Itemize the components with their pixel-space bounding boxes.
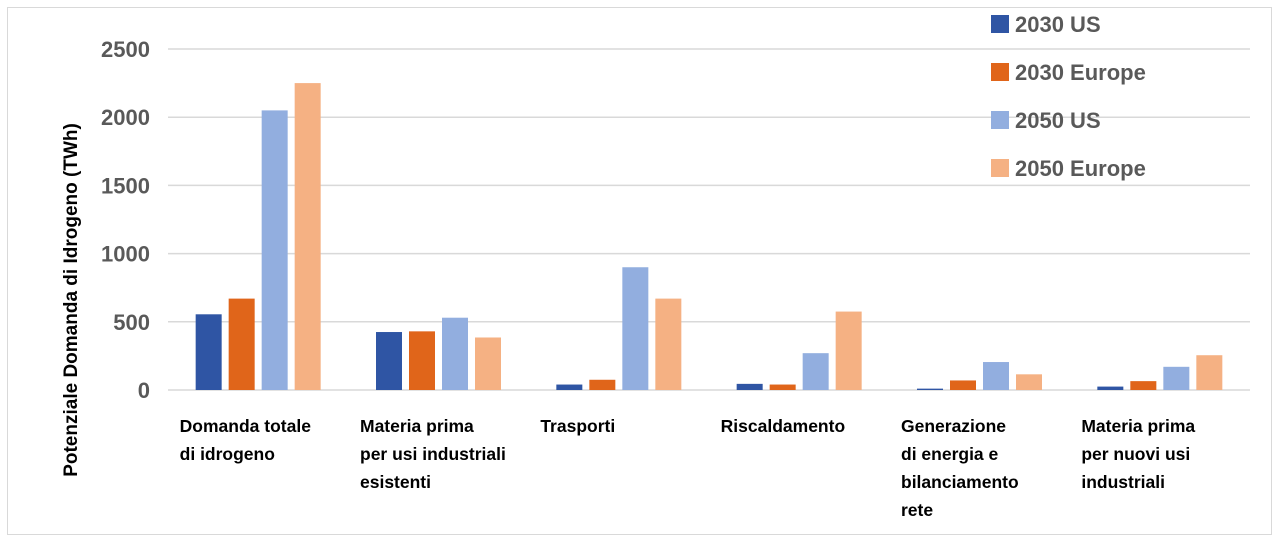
legend: 2030 US 2030 Europe 2050 US 2050 Europe <box>991 12 1146 181</box>
legend-swatch <box>991 111 1009 129</box>
x-category-label: Materia prima <box>360 416 474 436</box>
bar <box>655 298 682 390</box>
x-category-label: rete <box>901 500 933 520</box>
bar <box>835 311 862 390</box>
x-category-label: di energia e <box>901 444 999 464</box>
x-category-label: Domanda totale <box>180 416 312 436</box>
y-tick-label: 500 <box>113 310 150 335</box>
x-category-label: per nuovi usi <box>1081 444 1190 464</box>
bar <box>917 388 943 390</box>
bar <box>228 298 255 390</box>
legend-swatch <box>991 63 1009 81</box>
y-tick-label: 1500 <box>101 173 150 198</box>
bar <box>1016 374 1042 390</box>
chart-frame <box>7 7 1272 535</box>
x-category-label: Trasporti <box>540 416 615 436</box>
x-category-label: industriali <box>1081 472 1165 492</box>
bar <box>1163 366 1190 390</box>
x-category-label: esistenti <box>360 472 431 492</box>
legend-label: 2050 US <box>1015 108 1101 133</box>
bar <box>475 337 501 390</box>
x-axis-categories: Domanda totale di idrogeno Materia prima pe… <box>180 416 1196 520</box>
bar <box>261 110 288 390</box>
y-axis-title: Potenziale Domanda di Idrogeno (TWh) <box>61 123 82 477</box>
y-tick-label: 1000 <box>101 242 150 267</box>
legend-swatch <box>991 159 1009 177</box>
bar <box>589 379 616 390</box>
bar <box>294 83 321 390</box>
bar <box>409 331 435 390</box>
bar <box>736 383 763 390</box>
x-category-label: per usi industriali <box>360 444 506 464</box>
bar <box>769 384 796 390</box>
bar <box>556 384 583 390</box>
legend-label: 2030 US <box>1015 12 1101 37</box>
bar <box>1196 355 1223 390</box>
legend-label: 2050 Europe <box>1015 156 1146 181</box>
bar <box>1097 386 1124 390</box>
y-tick-label: 2000 <box>101 105 150 130</box>
x-category-label: Materia prima <box>1081 416 1195 436</box>
bar <box>622 267 649 390</box>
x-category-label: di idrogeno <box>180 444 275 464</box>
bar <box>983 362 1009 390</box>
bars <box>195 83 1223 390</box>
x-category-label: Riscaldamento <box>721 416 845 436</box>
bar <box>802 353 829 390</box>
x-category-label: Generazione <box>901 416 1006 436</box>
y-tick-label: 2500 <box>101 37 150 62</box>
bar <box>950 380 976 390</box>
bar <box>1130 381 1157 390</box>
y-axis-ticks: 0 500 1000 1500 2000 2500 <box>101 37 150 403</box>
y-tick-label: 0 <box>138 378 150 403</box>
x-category-label: bilanciamento <box>901 472 1019 492</box>
bar <box>195 314 222 390</box>
legend-swatch <box>991 15 1009 33</box>
bar <box>442 317 468 390</box>
gridlines <box>168 48 1250 391</box>
legend-label: 2030 Europe <box>1015 60 1146 85</box>
bar <box>376 332 402 390</box>
